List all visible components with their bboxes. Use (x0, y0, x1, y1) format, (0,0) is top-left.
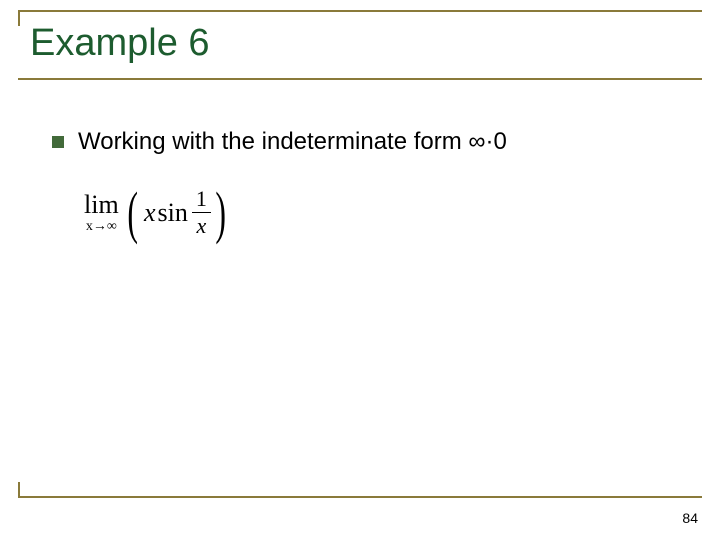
page-number: 84 (682, 510, 698, 526)
lim-subscript: x→∞ (86, 220, 117, 234)
fraction-denominator: x (193, 215, 211, 237)
bottom-rule-tick (18, 482, 20, 498)
top-rule-tick (18, 10, 20, 26)
right-paren: ) (215, 188, 226, 237)
title-underline (18, 78, 702, 80)
bullet-item: Working with the indeterminate form ∞·0 (52, 128, 507, 156)
limit-formula: lim x→∞ ( x sin 1 x ) (84, 188, 230, 237)
left-paren: ( (127, 188, 138, 237)
term-sin: sin (158, 198, 188, 228)
bullet-icon (52, 136, 64, 148)
slide: Example 6 Working with the indeterminate… (0, 0, 720, 540)
fraction-numerator: 1 (192, 188, 211, 210)
fraction: 1 x (192, 188, 211, 237)
bottom-rule (18, 496, 702, 498)
term-x: x (144, 198, 156, 228)
top-rule (18, 10, 702, 12)
slide-title: Example 6 (30, 22, 210, 65)
limit-operator: lim x→∞ (84, 192, 119, 234)
lim-word: lim (84, 192, 119, 218)
bullet-text: Working with the indeterminate form ∞·0 (78, 128, 507, 156)
